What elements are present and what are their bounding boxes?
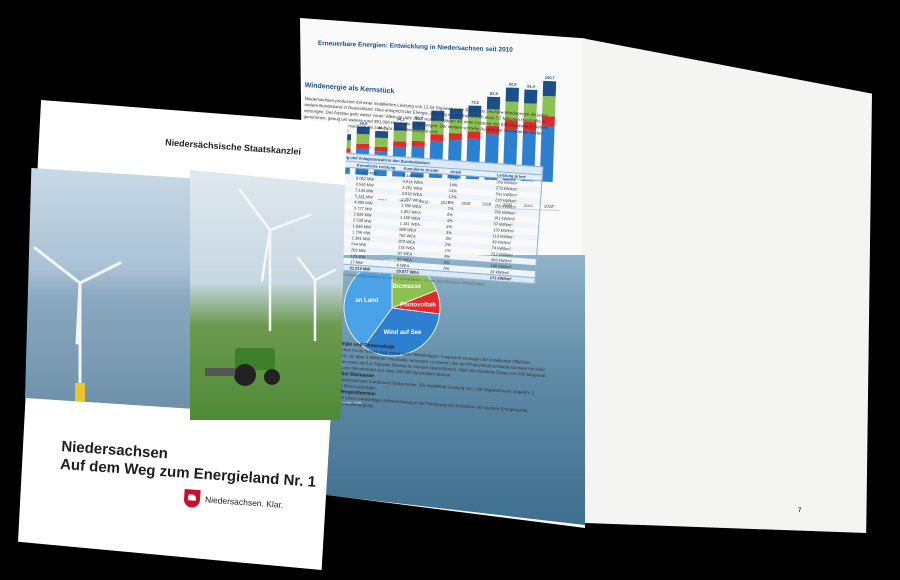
right-page — [582, 38, 872, 533]
bar-label-2018: 73,5 — [471, 100, 480, 105]
bar-label-2015: 55,7 — [415, 115, 424, 120]
bar-label-2014: 54,1 — [397, 116, 406, 121]
page-number: 7 — [798, 508, 802, 514]
pie-label-0: Biomasse — [393, 284, 422, 290]
logo-text: Niedersachsen. Klar. — [204, 494, 284, 510]
bar-label-2012: 40,6 — [360, 121, 369, 126]
bar-2022* — [539, 80, 557, 182]
pie-chart: Biomasse Photovoltaik Wind auf See an Land — [343, 259, 441, 357]
tractor-icon — [205, 188, 337, 386]
chart-table-year: 2022* — [544, 202, 555, 209]
bar-label-2021: 91,4 — [527, 84, 536, 89]
bar-label-2019: 82,9 — [490, 91, 499, 96]
cover-photo-field — [190, 170, 345, 420]
pie-label-3: an Land — [355, 298, 378, 304]
pie-slice-2 — [363, 307, 441, 357]
horse-crest-icon — [183, 488, 201, 509]
wind-turbine-icon — [33, 246, 122, 405]
pie-source: Quelle: LSN — [340, 400, 362, 405]
bar-label-2022*: 100,7 — [545, 75, 556, 80]
pie-label-2: Wind auf See — [384, 330, 422, 336]
bar-label-2013: 44,8 — [378, 125, 387, 130]
bar-label-2020: 92,8 — [509, 82, 518, 87]
pie-label-1: Photovoltaik — [400, 303, 437, 309]
